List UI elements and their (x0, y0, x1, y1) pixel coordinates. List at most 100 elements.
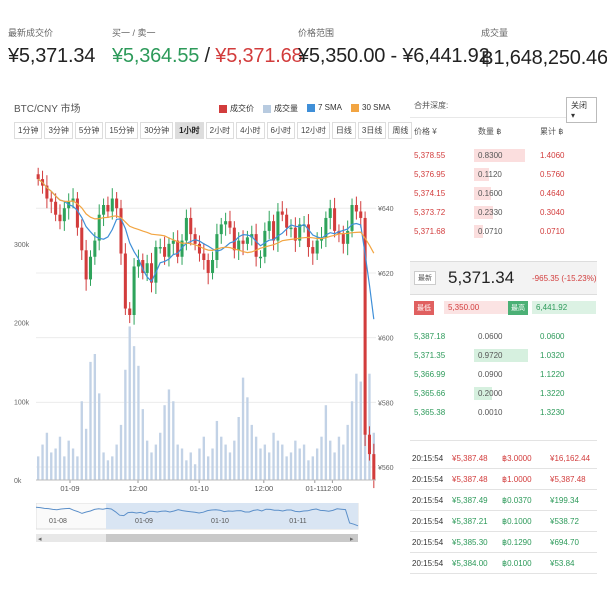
ask-depth-bar (474, 168, 489, 181)
volume-bar (141, 409, 144, 480)
trade-divider (410, 468, 597, 469)
timeframe-1m[interactable]: 1分钟 (14, 122, 43, 139)
volume-bar (98, 393, 101, 480)
ask-row[interactable]: 5,371.68 0.0710 0.0710 (410, 222, 597, 241)
volume-bar (207, 456, 210, 480)
bid-depth-bar (474, 349, 528, 362)
trade-price: ¥5,385.30 (452, 538, 488, 547)
volume-bar (246, 397, 249, 480)
legend-item-sma7[interactable]: 7 SMA (307, 103, 342, 112)
legend-label: 30 SMA (362, 103, 391, 112)
bid-ask-stat: 买一 / 卖一 ¥5,364.55 / ¥5,371.68 (112, 26, 303, 68)
timeframe-6h[interactable]: 6小时 (266, 122, 295, 139)
trade-amount: ฿3.0000 (502, 454, 532, 463)
chart-navigator[interactable]: 01-08 01-09 01-10 01-11 ◂ ▸ (36, 503, 362, 545)
candle (49, 198, 53, 202)
legend-item-price[interactable]: 成交价 (219, 103, 254, 114)
trade-total: ¥53.84 (550, 559, 575, 568)
bid-row[interactable]: 5,365.38 0.0010 1.3230 (410, 403, 597, 422)
trades-divider (410, 440, 597, 441)
timeframe-1w[interactable]: 周线 (388, 122, 413, 139)
trade-time: 20:15:54 (412, 475, 444, 484)
volume-bar (333, 452, 336, 480)
bid-ask-separator: / (199, 45, 216, 67)
bid-ask-label: 买一 / 卖一 (112, 28, 156, 38)
candle (267, 221, 271, 231)
col-amount: 数量 ฿ (478, 127, 502, 136)
bid-price: 5,371.35 (414, 351, 446, 360)
trade-amount: ฿0.0100 (502, 559, 532, 568)
candle (58, 214, 62, 222)
volume-bar (111, 456, 114, 480)
col-price: 价格 ¥ (414, 127, 437, 136)
candle (215, 234, 219, 260)
candle (328, 208, 332, 218)
candle (202, 253, 206, 260)
volume-tick-label: 200k (14, 321, 30, 328)
candle (136, 260, 140, 267)
trade-time: 20:15:54 (412, 538, 444, 547)
legend-item-sma30[interactable]: 30 SMA (351, 103, 390, 112)
candle (163, 247, 167, 257)
sma7-line (37, 178, 375, 320)
candle (93, 240, 97, 257)
market-title: BTC/CNY 市场 (14, 104, 81, 115)
bid-row[interactable]: 5,365.66 0.2000 1.3220 (410, 384, 597, 403)
last-price-value: ¥5,371.34 (8, 45, 96, 67)
navigator-label: 01-08 (49, 518, 67, 525)
volume-bar (132, 346, 136, 480)
ask-total: 0.4640 (540, 189, 565, 198)
volume-label: 成交量 (481, 28, 509, 38)
x-tick-label: 01-09 (60, 484, 79, 493)
ask-row[interactable]: 5,376.95 0.1120 0.5760 (410, 165, 597, 184)
ask-row[interactable]: 5,378.55 0.8300 1.4060 (410, 146, 597, 165)
volume-bar (298, 448, 301, 480)
trade-total: ¥538.72 (550, 517, 579, 526)
timeframe-3m[interactable]: 3分钟 (44, 122, 73, 139)
x-tick-label: 12:00 (254, 484, 273, 493)
candle (149, 263, 154, 283)
volume-bar (71, 448, 75, 480)
timeframe-30m[interactable]: 30分钟 (140, 122, 174, 139)
timeframe-4h[interactable]: 4小时 (236, 122, 265, 139)
bid-row[interactable]: 5,371.35 0.9720 1.0320 (410, 346, 597, 365)
high-value: 6,441.92 (532, 301, 596, 314)
candle (241, 240, 245, 244)
legend-item-volume[interactable]: 成交量 (263, 103, 298, 114)
timeframe-15m[interactable]: 15分钟 (105, 122, 139, 139)
bid-row[interactable]: 5,387.18 0.0600 0.0600 (410, 327, 597, 346)
x-tick-label: 01-10 (190, 484, 209, 493)
bid-row[interactable]: 5,366.99 0.0900 1.1220 (410, 365, 597, 384)
volume-bar (37, 456, 40, 480)
trade-price: ¥5,387.48 (452, 454, 488, 463)
candle (285, 214, 289, 228)
timeframe-12h[interactable]: 12小时 (296, 122, 330, 139)
candle (54, 201, 58, 215)
candle (228, 221, 232, 228)
depth-select[interactable]: 关闭 ▾ (566, 97, 597, 123)
volume-bar (346, 424, 349, 480)
timeframe-5m[interactable]: 5分钟 (74, 122, 104, 139)
candle (333, 208, 337, 231)
volume-bar (289, 452, 293, 480)
trade-divider (410, 573, 597, 574)
volume-bar (80, 401, 83, 480)
bid-total: 1.3220 (540, 389, 565, 398)
volume-bar (254, 436, 258, 480)
ask-row[interactable]: 5,374.15 0.1600 0.4640 (410, 184, 597, 203)
timeframe-3d[interactable]: 3日线 (357, 122, 387, 139)
bid-amount: 0.2000 (478, 389, 503, 398)
ask-total: 1.4060 (540, 151, 565, 160)
ask-depth-bar (474, 206, 494, 219)
volume-bar (281, 444, 284, 480)
candle (254, 234, 258, 257)
ask-row[interactable]: 5,373.72 0.2330 0.3040 (410, 203, 597, 222)
trade-time: 20:15:54 (412, 454, 444, 463)
x-tick-label: 01-11 (305, 484, 324, 493)
timeframe-1h[interactable]: 1小时 (175, 122, 204, 139)
timeframe-2h[interactable]: 2小时 (205, 122, 235, 139)
volume-tick-label: 100k (14, 399, 30, 406)
timeframe-1d[interactable]: 日线 (331, 122, 356, 139)
bid-price: 5,365.66 (414, 389, 446, 398)
